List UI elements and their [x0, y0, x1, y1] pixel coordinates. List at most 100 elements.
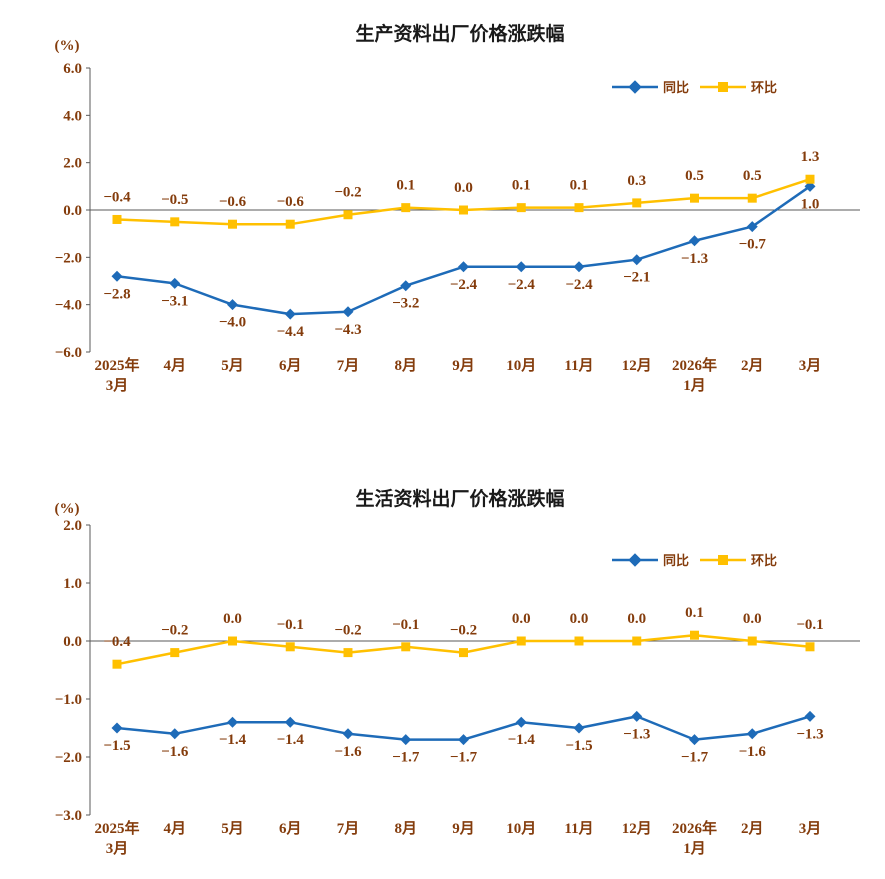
svg-text:0.0: 0.0: [570, 611, 589, 627]
svg-text:5月: 5月: [221, 820, 244, 837]
plot-area: 6.0 4.0 2.0 0.0 −2.0 −4.0 −6.0 2025年 3月 4月 5月 6月 7月 8…: [55, 61, 860, 394]
svg-text:−0.2: −0.2: [334, 185, 361, 201]
svg-text:1月: 1月: [683, 377, 706, 394]
y-axis-unit-label: (%): [55, 501, 80, 517]
svg-text:−3.0: −3.0: [55, 808, 82, 824]
svg-text:4月: 4月: [163, 820, 186, 837]
svg-text:4.0: 4.0: [63, 108, 82, 124]
svg-text:2月: 2月: [741, 357, 764, 374]
svg-text:2025年: 2025年: [94, 819, 139, 837]
svg-text:11月: 11月: [564, 820, 593, 837]
svg-text:0.0: 0.0: [743, 611, 762, 627]
svg-text:−1.6: −1.6: [739, 744, 767, 760]
svg-text:0.5: 0.5: [743, 168, 762, 184]
svg-text:−2.4: −2.4: [450, 277, 478, 293]
svg-text:2025年: 2025年: [94, 356, 139, 374]
svg-text:6月: 6月: [279, 820, 302, 837]
svg-text:0.1: 0.1: [396, 178, 415, 194]
svg-text:−1.7: −1.7: [392, 750, 420, 766]
svg-text:0.3: 0.3: [627, 173, 646, 189]
svg-text:−0.1: −0.1: [796, 617, 823, 633]
svg-text:8月: 8月: [394, 357, 417, 374]
svg-text:−1.7: −1.7: [450, 750, 478, 766]
svg-text:12月: 12月: [622, 357, 652, 374]
svg-text:−2.0: −2.0: [55, 750, 82, 766]
svg-text:−3.2: −3.2: [392, 296, 419, 312]
svg-text:1月: 1月: [683, 840, 706, 857]
svg-text:−0.6: −0.6: [277, 194, 305, 210]
huanbi-legend-square-icon: [718, 555, 728, 565]
svg-text:9月: 9月: [452, 357, 475, 374]
legend-label-huanbi: 环比: [751, 80, 777, 95]
svg-text:−4.4: −4.4: [277, 324, 305, 340]
svg-text:0.0: 0.0: [63, 634, 82, 650]
svg-text:−1.3: −1.3: [796, 726, 823, 742]
legend: 同比 环比: [612, 553, 777, 568]
svg-text:10月: 10月: [506, 820, 536, 837]
svg-text:−0.6: −0.6: [219, 194, 247, 210]
plot-area: 2.0 1.0 0.0 −1.0 −2.0 −3.0 2025年 3月 4月 5月 6月 7月 8月 9月…: [55, 518, 860, 857]
svg-text:1.0: 1.0: [801, 196, 820, 212]
svg-text:−2.1: −2.1: [623, 270, 650, 286]
chart-title: 生活资料出厂价格涨跌幅: [355, 487, 564, 510]
svg-text:−1.6: −1.6: [161, 744, 189, 760]
svg-text:−0.2: −0.2: [161, 623, 188, 639]
y-axis-unit-label: (%): [55, 38, 80, 54]
svg-text:−1.4: −1.4: [508, 732, 536, 748]
svg-text:6月: 6月: [279, 357, 302, 374]
svg-text:0.1: 0.1: [685, 605, 704, 621]
legend: 同比 环比: [612, 80, 777, 95]
svg-text:0.0: 0.0: [454, 180, 473, 196]
svg-text:6.0: 6.0: [63, 61, 82, 77]
svg-text:−0.1: −0.1: [392, 617, 419, 633]
svg-text:0.1: 0.1: [512, 178, 531, 194]
svg-text:−1.5: −1.5: [103, 738, 130, 754]
svg-text:2026年: 2026年: [672, 819, 717, 837]
legend-label-tongbi: 同比: [663, 553, 689, 568]
svg-text:0.0: 0.0: [63, 203, 82, 219]
svg-text:−1.6: −1.6: [334, 744, 362, 760]
legend-label-huanbi: 环比: [751, 553, 777, 568]
svg-text:−0.1: −0.1: [277, 617, 304, 633]
consumer-goods-chart-canvas: 生活资料出厂价格涨跌幅 (%) 同比 环比 2.0 1.0 0.0 −1.0 −2.0 −…: [55, 487, 860, 857]
svg-text:5月: 5月: [221, 357, 244, 374]
svg-text:0.0: 0.0: [627, 611, 646, 627]
svg-text:7月: 7月: [337, 820, 360, 837]
svg-text:−4.0: −4.0: [219, 315, 246, 331]
svg-text:11月: 11月: [564, 357, 593, 374]
svg-text:2月: 2月: [741, 820, 764, 837]
svg-text:−0.4: −0.4: [103, 634, 131, 650]
svg-text:4月: 4月: [163, 357, 186, 374]
svg-text:−1.4: −1.4: [219, 732, 247, 748]
svg-text:−1.7: −1.7: [681, 750, 709, 766]
svg-text:−2.0: −2.0: [55, 250, 82, 266]
svg-text:−0.2: −0.2: [334, 623, 361, 639]
svg-text:−2.4: −2.4: [565, 277, 593, 293]
producer-goods-chart-canvas: 生产资料出厂价格涨跌幅 (%) 同比 环比 6.0 4.0 2.0 0.0 −2.0 −4…: [55, 22, 860, 394]
svg-text:9月: 9月: [452, 820, 475, 837]
svg-text:0.0: 0.0: [223, 611, 242, 627]
svg-text:0.5: 0.5: [685, 168, 704, 184]
svg-text:−4.3: −4.3: [334, 322, 361, 338]
svg-text:1.3: 1.3: [801, 149, 820, 165]
tongbi-legend-diamond-icon: [628, 80, 642, 94]
svg-text:−1.4: −1.4: [277, 732, 305, 748]
svg-text:2.0: 2.0: [63, 156, 82, 172]
svg-text:−0.5: −0.5: [161, 192, 188, 208]
chart-consumer-goods-prices: 生活资料出厂价格涨跌幅 (%) 同比 环比 2.0 1.0 0.0 −1.0 −2.0 −…: [0, 455, 885, 879]
svg-text:3月: 3月: [799, 820, 822, 837]
svg-text:−0.4: −0.4: [103, 189, 131, 205]
svg-text:3月: 3月: [106, 377, 129, 394]
chart-producer-goods-prices: 生产资料出厂价格涨跌幅 (%) 同比 环比 6.0 4.0 2.0 0.0 −2.0 −4…: [55, 22, 860, 394]
svg-text:3月: 3月: [106, 840, 129, 857]
svg-text:0.0: 0.0: [512, 611, 531, 627]
svg-text:2.0: 2.0: [63, 518, 82, 534]
legend-label-tongbi: 同比: [663, 80, 689, 95]
svg-text:2026年: 2026年: [672, 356, 717, 374]
svg-text:−1.3: −1.3: [681, 251, 708, 267]
svg-text:10月: 10月: [506, 357, 536, 374]
svg-text:8月: 8月: [394, 820, 417, 837]
svg-text:7月: 7月: [337, 357, 360, 374]
svg-text:−1.0: −1.0: [55, 692, 82, 708]
